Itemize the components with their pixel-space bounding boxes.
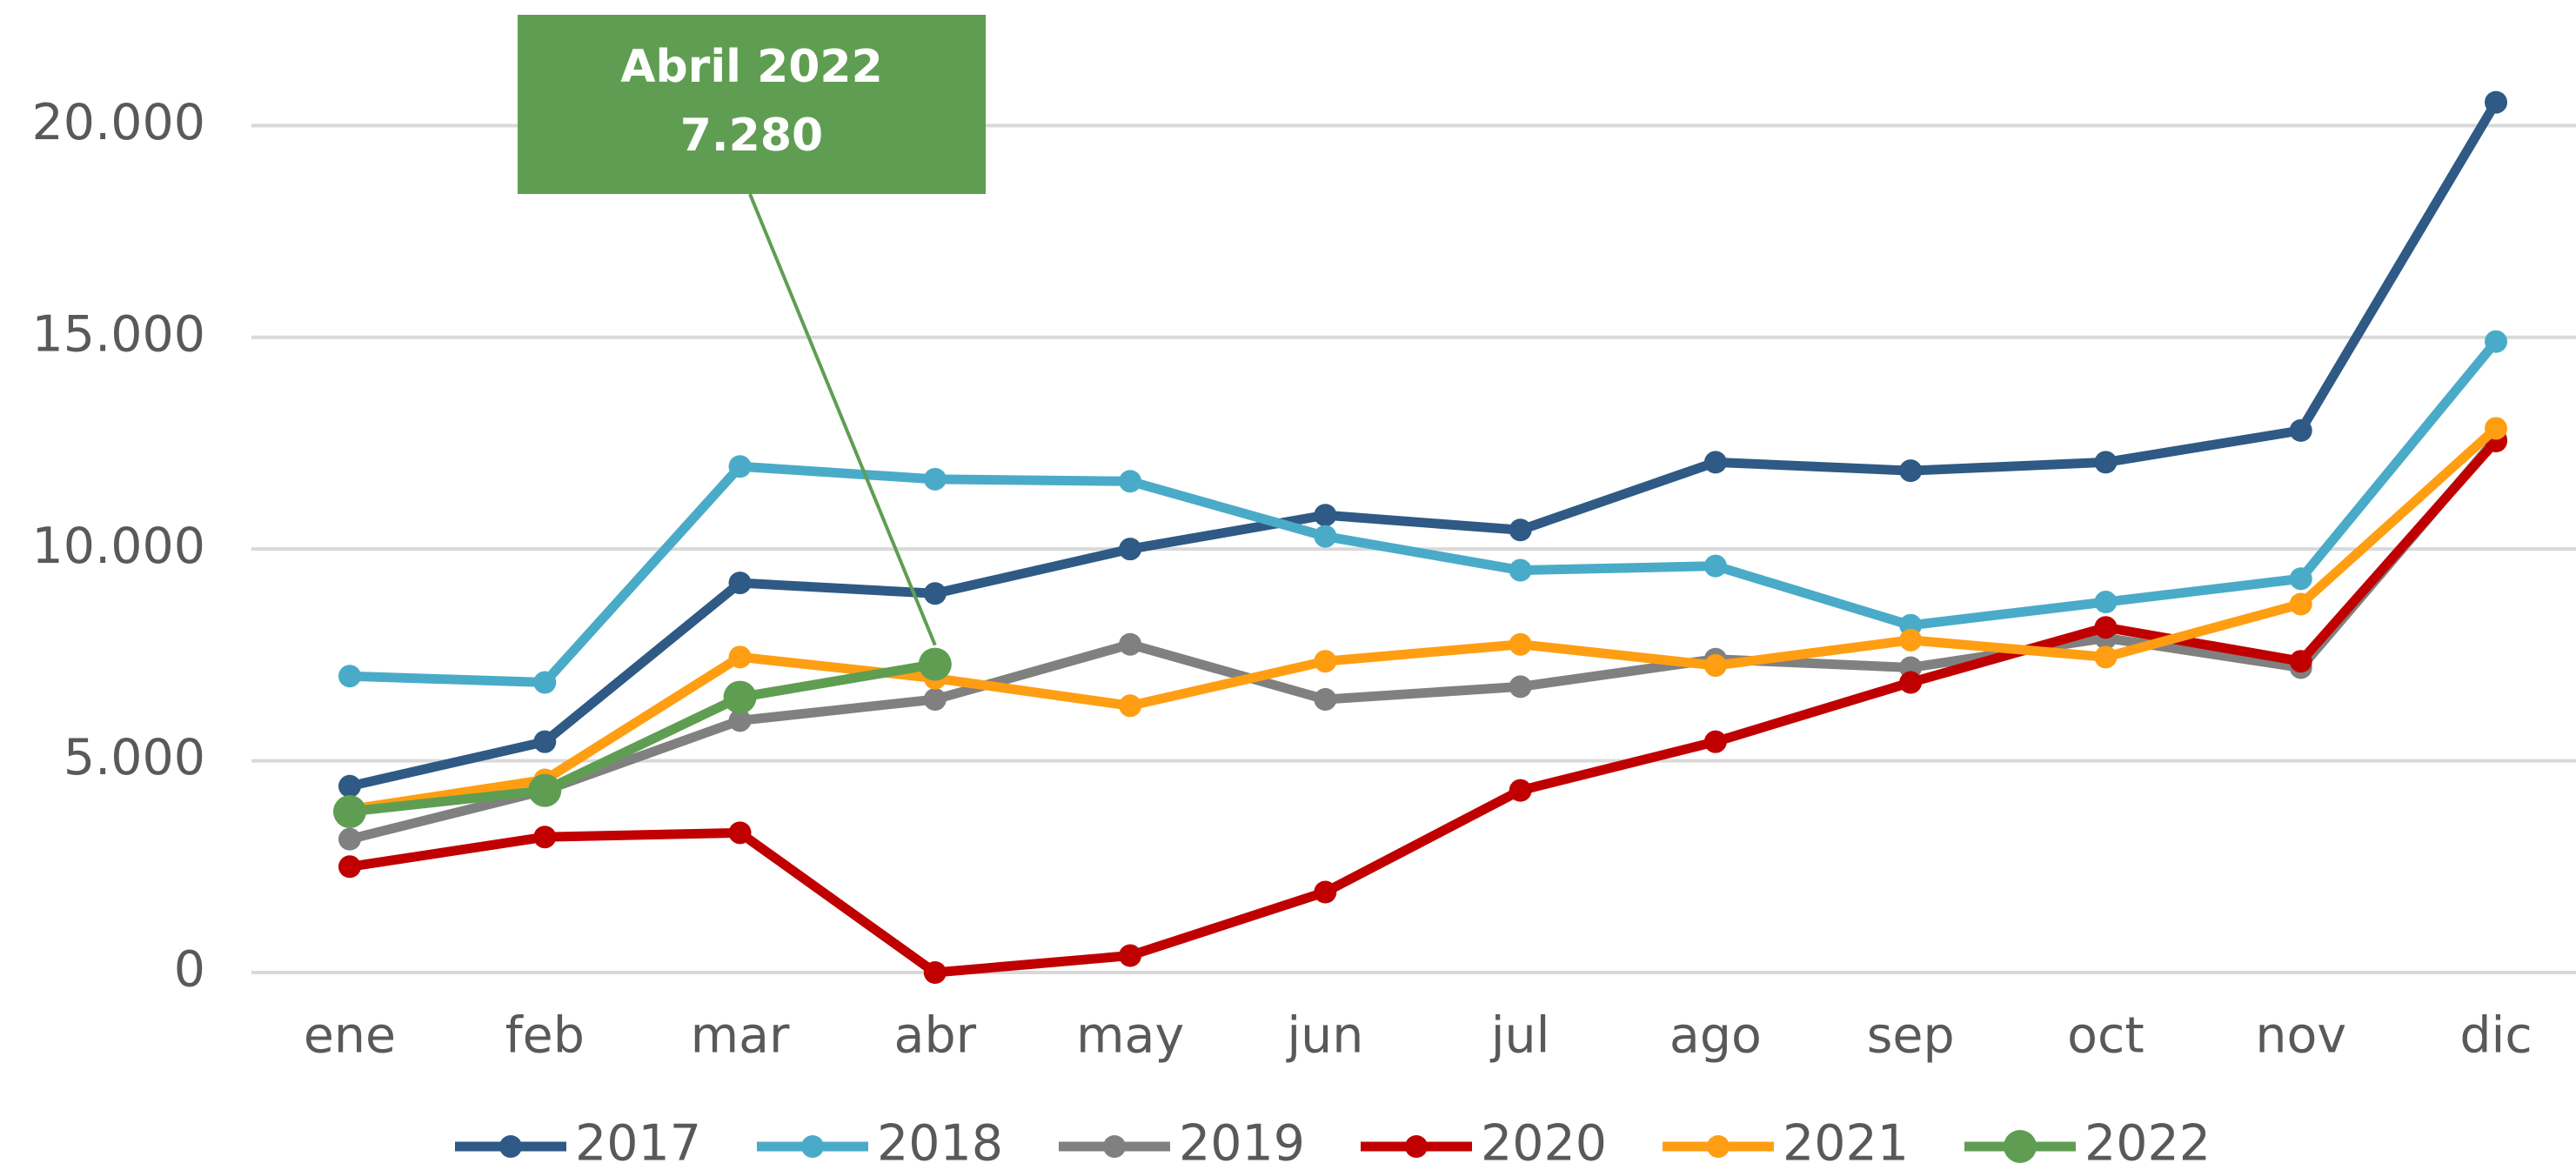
marker xyxy=(533,671,557,694)
legend-marker xyxy=(801,1135,824,1158)
marker xyxy=(338,855,361,879)
x-tick-label: feb xyxy=(505,1007,585,1065)
legend-marker xyxy=(1405,1135,1428,1158)
marker xyxy=(1509,779,1532,802)
marker xyxy=(1703,554,1727,578)
marker xyxy=(728,645,752,669)
legend-marker xyxy=(1707,1135,1730,1158)
marker xyxy=(728,709,752,732)
y-tick-label: 0 xyxy=(174,941,205,999)
marker xyxy=(1314,525,1337,548)
marker xyxy=(1119,470,1142,493)
x-tick-label: oct xyxy=(2067,1007,2144,1065)
marker xyxy=(728,821,752,845)
marker xyxy=(338,827,361,851)
marker xyxy=(2289,567,2312,591)
marker xyxy=(2289,650,2312,673)
annotation-text: 7.280 xyxy=(680,110,823,162)
marker xyxy=(1314,650,1337,673)
marker xyxy=(2289,418,2312,442)
marker xyxy=(2094,451,2118,474)
marker xyxy=(2485,90,2507,114)
series-line xyxy=(349,438,2500,978)
marker xyxy=(533,730,557,753)
x-tick-label: sep xyxy=(1867,1007,1955,1065)
marker xyxy=(923,688,947,712)
marker xyxy=(728,455,752,478)
marker xyxy=(1703,730,1727,753)
marker xyxy=(1899,671,1923,694)
annotation-text: Abril 2022 xyxy=(620,41,883,93)
marker xyxy=(1509,518,1532,542)
x-tick-label: ene xyxy=(304,1007,396,1065)
marker xyxy=(1899,459,1923,483)
marker xyxy=(1119,694,1142,718)
marker xyxy=(1119,944,1142,967)
marker xyxy=(338,774,361,798)
y-tick-label: 20.000 xyxy=(32,94,205,151)
marker xyxy=(1899,628,1923,652)
marker xyxy=(1314,504,1337,527)
x-tick-label: abr xyxy=(894,1007,977,1065)
marker xyxy=(333,795,366,829)
marker xyxy=(338,665,361,688)
marker xyxy=(2289,592,2312,616)
marker xyxy=(2094,616,2118,639)
marker xyxy=(2485,417,2507,440)
marker xyxy=(1509,558,1532,582)
marker xyxy=(1509,675,1532,699)
x-tick-label: may xyxy=(1076,1007,1184,1065)
marker xyxy=(1703,654,1727,678)
marker xyxy=(528,773,562,807)
series-line xyxy=(348,436,2500,844)
x-tick-label: ago xyxy=(1669,1007,1762,1065)
x-tick-label: jul xyxy=(1489,1007,1550,1065)
x-tick-label: mar xyxy=(691,1007,790,1065)
marker xyxy=(1119,632,1142,656)
marker xyxy=(533,826,557,849)
legend-marker xyxy=(1103,1135,1126,1158)
x-tick-label: dic xyxy=(2459,1007,2532,1065)
legend-marker xyxy=(499,1135,522,1158)
legend-label: 2021 xyxy=(1783,1115,1909,1170)
y-tick-label: 5.000 xyxy=(64,729,205,786)
series-line xyxy=(348,99,2500,792)
y-tick-label: 10.000 xyxy=(32,518,205,575)
legend-label: 2018 xyxy=(877,1115,1003,1170)
marker xyxy=(923,467,947,491)
marker xyxy=(1703,451,1727,474)
marker xyxy=(2094,591,2118,614)
annotation-box xyxy=(518,15,986,194)
marker xyxy=(1314,880,1337,904)
marker xyxy=(2485,330,2507,353)
marker xyxy=(723,680,757,714)
annotation-leader xyxy=(748,193,937,646)
marker xyxy=(918,647,952,681)
series-line xyxy=(349,425,2499,815)
marker xyxy=(923,582,947,605)
legend-label: 2017 xyxy=(575,1115,701,1170)
legend-marker xyxy=(2004,1130,2037,1163)
x-tick-label: nov xyxy=(2255,1007,2346,1065)
legend-label: 2019 xyxy=(1179,1115,1305,1170)
series-line xyxy=(349,338,2500,688)
legend-label: 2020 xyxy=(1481,1115,1607,1170)
marker xyxy=(1509,632,1532,656)
marker xyxy=(728,572,752,595)
marker xyxy=(1314,688,1337,712)
marker xyxy=(2094,645,2118,669)
x-tick-label: jun xyxy=(1285,1007,1363,1065)
y-tick-label: 15.000 xyxy=(32,305,205,363)
marker xyxy=(923,961,947,984)
series-line xyxy=(349,659,936,817)
legend-label: 2022 xyxy=(2084,1115,2211,1170)
marker xyxy=(1119,538,1142,561)
